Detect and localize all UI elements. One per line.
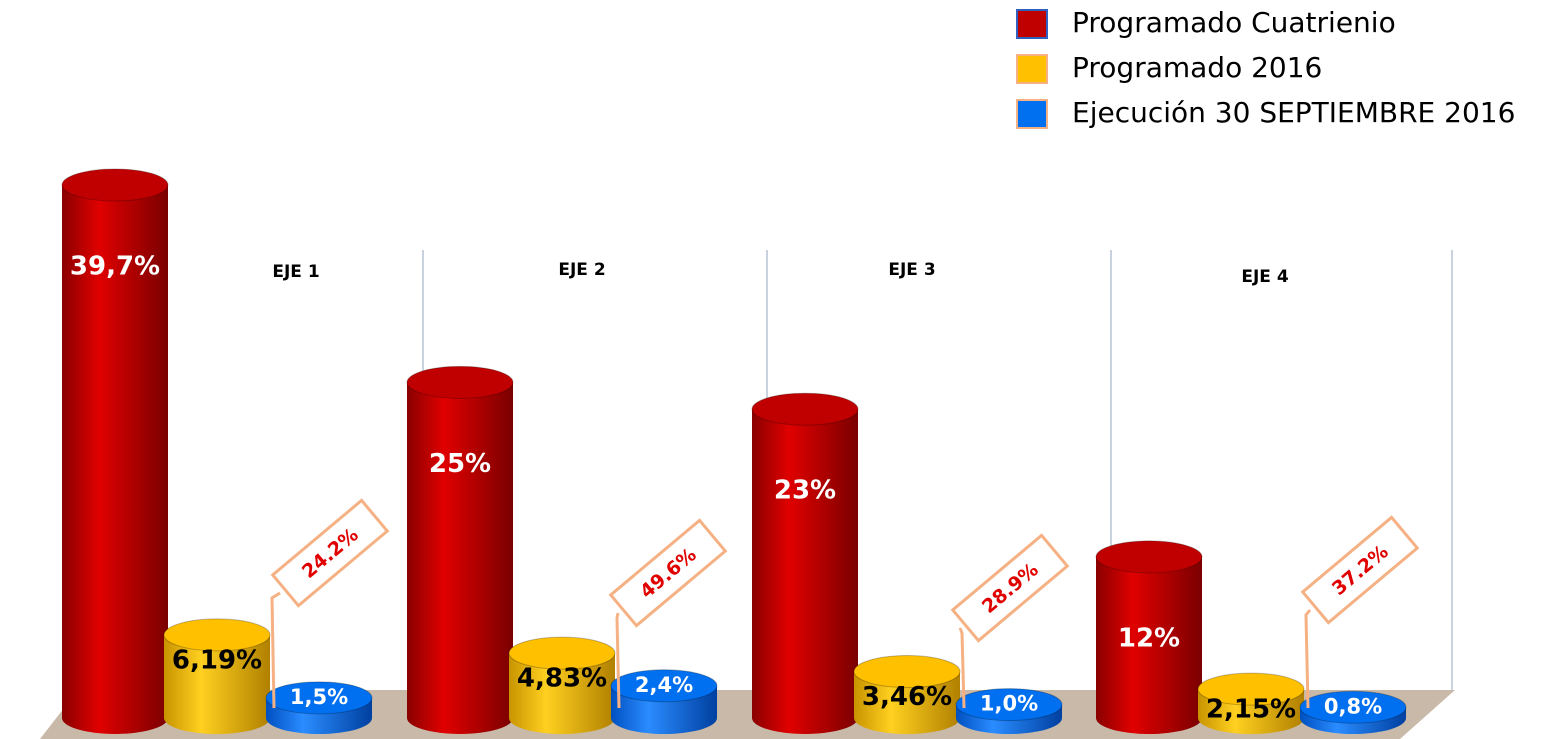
- cylinder-top: [751, 392, 859, 426]
- cylinder-top: [508, 636, 616, 670]
- cylinder-top: [265, 681, 373, 715]
- value-label: 23%: [774, 476, 836, 506]
- category-label: EJE 4: [1241, 267, 1288, 287]
- callout: 37.2%: [1300, 515, 1420, 625]
- value-label: 4,83%: [517, 664, 607, 694]
- category-label: EJE 3: [888, 260, 935, 280]
- cylinder-top: [406, 365, 514, 399]
- cylinder-top: [163, 618, 271, 652]
- callout-box: [270, 498, 390, 608]
- callout: 49.6%: [608, 518, 728, 628]
- callout: 28.9%: [950, 533, 1070, 643]
- value-label: 0,8%: [1324, 694, 1382, 718]
- callout-line: [1304, 609, 1312, 709]
- callout-line: [270, 591, 281, 709]
- cylinder: [407, 382, 513, 734]
- cylinder: [752, 409, 858, 734]
- callout: 24.2%: [270, 498, 390, 608]
- cylinder: [854, 671, 960, 734]
- cylinder: [62, 185, 168, 734]
- legend-label: Ejecución 30 SEPTIEMBRE 2016: [1072, 96, 1515, 129]
- callout-line: [615, 612, 621, 709]
- callout-box: [1300, 515, 1420, 625]
- value-label: 1,0%: [980, 692, 1038, 716]
- callout-box: [950, 533, 1070, 643]
- category-label: EJE 2: [558, 260, 605, 280]
- legend-label: Programado Cuatrienio: [1072, 6, 1396, 39]
- callout-line: [958, 627, 966, 709]
- cylinder: [164, 634, 270, 734]
- legend: Programado Cuatrienio Programado 2016 Ejec…: [1016, 6, 1515, 129]
- value-label: 3,46%: [862, 682, 952, 712]
- cylinder-top: [610, 669, 718, 703]
- value-label: 12%: [1118, 623, 1180, 653]
- category-label: EJE 1: [272, 262, 319, 282]
- cylinder-top: [61, 168, 169, 202]
- legend-swatch: [1016, 54, 1048, 84]
- cylinder: [1096, 556, 1202, 734]
- cylinder-top: [853, 655, 961, 689]
- value-label: 1,5%: [290, 685, 348, 709]
- value-label: 2,15%: [1206, 695, 1296, 725]
- value-label: 25%: [429, 449, 491, 479]
- cylinder-top: [1197, 672, 1305, 706]
- value-label: 6,19%: [172, 645, 262, 675]
- cylinder-top: [955, 688, 1063, 722]
- legend-swatch: [1016, 9, 1048, 39]
- cylinder-top: [1299, 690, 1407, 724]
- cylinder: [509, 653, 615, 734]
- legend-swatch: [1016, 99, 1048, 129]
- callout-box: [608, 518, 728, 628]
- cylinder-top: [1095, 540, 1203, 574]
- legend-label: Programado 2016: [1072, 51, 1322, 84]
- value-label: 39,7%: [70, 252, 160, 282]
- value-label: 2,4%: [635, 673, 693, 697]
